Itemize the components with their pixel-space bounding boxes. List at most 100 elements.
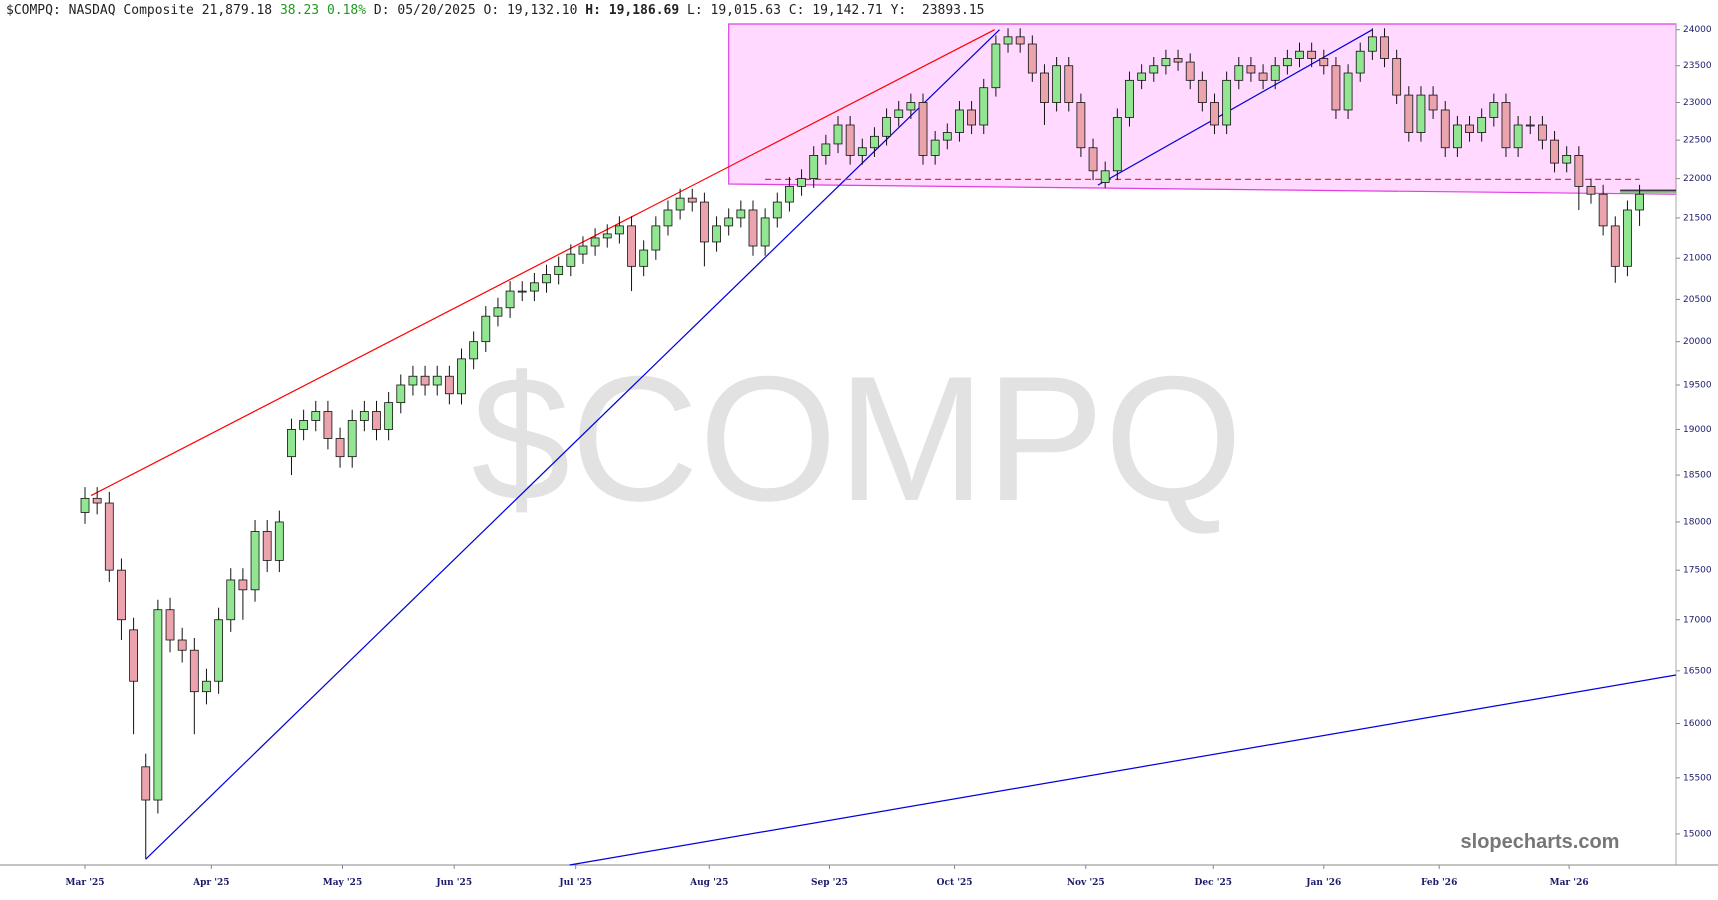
candle-body	[129, 629, 138, 682]
h-value: 19,186.69	[608, 3, 680, 18]
candle-body	[736, 209, 746, 219]
candle-body	[1586, 185, 1596, 195]
candle-body	[1125, 79, 1134, 118]
candle-body	[991, 43, 1001, 89]
candle-body	[1040, 72, 1049, 103]
candle-body	[153, 609, 163, 801]
candle-body	[1185, 61, 1195, 81]
trend-line	[90, 29, 995, 497]
candle-body	[1489, 102, 1499, 118]
candle-body	[1355, 50, 1365, 74]
candle-body	[1282, 58, 1292, 67]
candle-body	[1550, 139, 1559, 164]
x-tick-label: Jun '25	[435, 878, 472, 888]
y-tick-label: 24000	[1683, 25, 1712, 35]
candle-body	[359, 411, 369, 421]
candle-body	[177, 639, 187, 651]
candle-body	[347, 420, 357, 458]
x-tick-label: Dec '25	[1195, 878, 1232, 888]
y-tick-label: 16000	[1683, 719, 1712, 729]
candle-body	[675, 197, 685, 211]
c-label: C:	[788, 3, 805, 18]
candle-body	[372, 411, 381, 430]
name: NASDAQ Composite	[68, 3, 194, 18]
candle-body	[420, 375, 430, 386]
candle-body	[1100, 170, 1110, 183]
trend-line	[569, 674, 1677, 866]
candle-body	[262, 531, 272, 561]
candle-body	[845, 124, 855, 156]
candle-body	[1161, 58, 1171, 67]
candle-body	[1610, 225, 1620, 267]
candle-body	[1064, 65, 1074, 103]
candle-body	[444, 375, 454, 395]
trend-line	[145, 29, 1000, 860]
candle-body	[1319, 58, 1329, 67]
candle-body	[857, 147, 867, 156]
candle-body	[687, 197, 697, 203]
candle-body	[117, 569, 126, 621]
symbol: $COMPQ:	[6, 3, 61, 18]
candle-body	[493, 307, 503, 317]
candle-body	[1404, 94, 1414, 133]
candle-body	[299, 420, 309, 430]
y-label: Y:	[890, 3, 907, 18]
candle-body	[1598, 193, 1608, 227]
candle-body	[1234, 65, 1244, 81]
candle-body	[906, 102, 916, 111]
candle-body	[432, 375, 442, 386]
candle-body	[1307, 50, 1317, 59]
candle-body	[287, 429, 296, 458]
candle-body	[80, 497, 90, 513]
candle-body	[712, 225, 721, 243]
y-tick-label: 23500	[1683, 61, 1712, 71]
candle-body	[1380, 36, 1389, 59]
candle-body	[1416, 94, 1426, 133]
candle-body	[1149, 65, 1159, 74]
candle-body	[578, 245, 588, 255]
candle-body	[92, 497, 102, 504]
y-tick-label: 18500	[1683, 471, 1712, 481]
candle-body	[1501, 102, 1511, 149]
y-tick-label: 15500	[1683, 773, 1712, 783]
candle-body	[748, 209, 758, 247]
candle-body	[785, 185, 794, 203]
candle-body	[979, 87, 989, 126]
x-tick-label: Apr '25	[192, 878, 229, 888]
x-tick-label: Sep '25	[811, 878, 848, 888]
o-label: O:	[483, 3, 500, 18]
candle-body	[311, 411, 321, 421]
candle-body	[724, 217, 734, 227]
candle-body	[833, 124, 843, 145]
candle-body	[651, 225, 661, 251]
candle-body	[335, 438, 345, 458]
candle-body	[1173, 58, 1183, 63]
y-tick-label: 21000	[1683, 254, 1712, 264]
candle-body	[1562, 155, 1572, 164]
c-value: 19,142.71	[812, 3, 883, 18]
candle-body	[505, 290, 515, 309]
candle-body	[955, 109, 964, 133]
y-tick-label: 22500	[1683, 136, 1712, 146]
y-tick-label: 22000	[1683, 174, 1712, 184]
candle-body	[1258, 72, 1268, 81]
candle-body	[1210, 102, 1219, 126]
candle-body	[554, 265, 564, 275]
candle-body	[529, 282, 539, 292]
candle-body	[226, 579, 236, 621]
candle-body	[967, 109, 976, 126]
candle-body	[1112, 117, 1122, 172]
candle-body	[821, 143, 831, 156]
candle-body	[274, 521, 284, 561]
y-tick-label: 21500	[1683, 213, 1712, 223]
y-tick-label: 17000	[1683, 615, 1712, 625]
candle-body	[542, 274, 551, 284]
candle-body	[104, 502, 114, 571]
y-tick-label: 15000	[1683, 829, 1712, 839]
change: 38.23	[279, 3, 320, 18]
candle-body	[1222, 79, 1232, 126]
candle-body	[214, 619, 224, 682]
l-value: 19,015.63	[710, 3, 781, 18]
candle-body	[882, 117, 891, 137]
